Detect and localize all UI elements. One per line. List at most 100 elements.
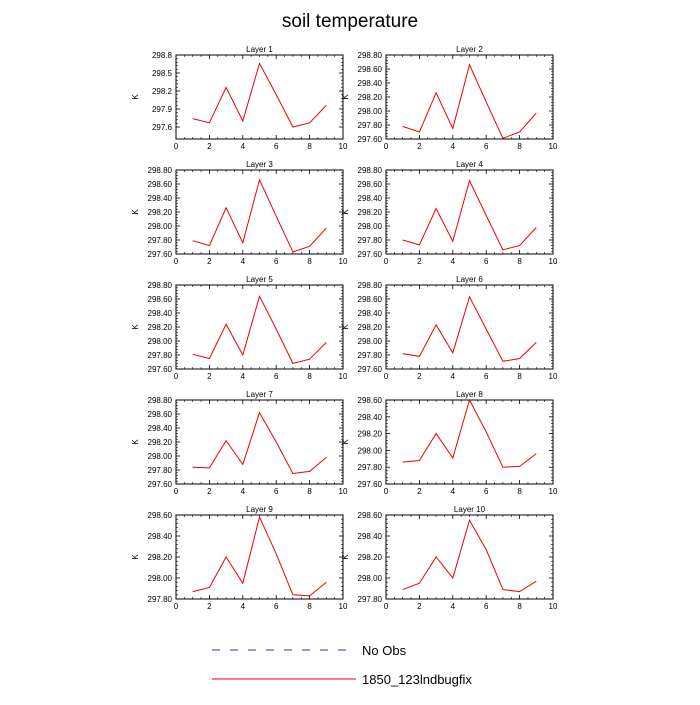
chart-panel-4: Layer 4 K 0 2 4 6 8 10 297.60 297.80 298.00 298.20 2… bbox=[341, 160, 558, 266]
series-line bbox=[192, 515, 327, 597]
y-tick-label: 298.60 bbox=[358, 180, 383, 189]
x-tick-label: 8 bbox=[517, 372, 522, 381]
y-tick-label: 298.60 bbox=[358, 295, 383, 304]
x-tick-label: 6 bbox=[274, 142, 279, 151]
panel-title: Layer 6 bbox=[456, 275, 483, 284]
y-tick-label: 297.60 bbox=[148, 250, 173, 259]
y-axis-label: K bbox=[131, 324, 140, 330]
legend-label: 1850_123lndbugfix bbox=[362, 672, 472, 687]
y-tick-label: 297.6 bbox=[152, 123, 173, 132]
x-tick-label: 8 bbox=[307, 372, 312, 381]
y-tick-label: 297.60 bbox=[358, 250, 383, 259]
y-tick-label: 298.80 bbox=[358, 281, 383, 290]
y-tick-label: 298.20 bbox=[148, 438, 173, 447]
y-axis-label: K bbox=[341, 209, 350, 215]
x-tick-label: 8 bbox=[307, 487, 312, 496]
y-tick-label: 298.20 bbox=[358, 208, 383, 217]
y-tick-label: 298.60 bbox=[148, 511, 173, 520]
x-tick-label: 4 bbox=[451, 257, 456, 266]
y-tick-label: 297.80 bbox=[358, 351, 383, 360]
chart-panel-7: Layer 7 K 0 2 4 6 8 10 297.60 297.80 298.00 298.20 2… bbox=[131, 390, 348, 496]
legend-item: No Obs bbox=[212, 643, 407, 658]
x-tick-label: 0 bbox=[384, 372, 389, 381]
y-tick-label: 298.80 bbox=[358, 166, 383, 175]
series-line bbox=[402, 179, 537, 251]
x-tick-label: 6 bbox=[484, 257, 489, 266]
y-tick-label: 297.80 bbox=[148, 351, 173, 360]
y-tick-label: 298.80 bbox=[148, 281, 173, 290]
x-tick-label: 6 bbox=[484, 487, 489, 496]
x-tick-label: 4 bbox=[241, 487, 246, 496]
series-line bbox=[402, 518, 537, 593]
y-tick-label: 298.20 bbox=[148, 553, 173, 562]
x-tick-label: 10 bbox=[339, 257, 348, 266]
y-tick-label: 298.80 bbox=[148, 166, 173, 175]
y-axis-label: K bbox=[341, 439, 350, 445]
x-tick-label: 8 bbox=[307, 257, 312, 266]
y-axis-label: K bbox=[341, 554, 350, 560]
chart-panel-8: Layer 8 K 0 2 4 6 8 10 297.60 297.80 298.00 298.20 2… bbox=[341, 390, 558, 496]
y-tick-label: 297.80 bbox=[358, 463, 383, 472]
x-tick-label: 6 bbox=[484, 142, 489, 151]
plot-frame bbox=[385, 54, 554, 140]
y-axis-label: K bbox=[131, 94, 140, 100]
x-tick-label: 10 bbox=[339, 487, 348, 496]
y-tick-label: 298.20 bbox=[358, 323, 383, 332]
plot-frame bbox=[175, 514, 344, 600]
y-tick-label: 298.2 bbox=[152, 87, 173, 96]
series-line bbox=[192, 62, 327, 128]
y-tick-label: 298.60 bbox=[358, 396, 383, 405]
series-line bbox=[402, 63, 537, 139]
y-tick-label: 298.8 bbox=[152, 51, 173, 60]
x-tick-label: 8 bbox=[517, 602, 522, 611]
y-tick-label: 298.20 bbox=[148, 323, 173, 332]
y-tick-label: 298.60 bbox=[358, 511, 383, 520]
plot-frame bbox=[385, 399, 554, 485]
y-tick-label: 297.60 bbox=[358, 135, 383, 144]
y-tick-label: 298.40 bbox=[148, 194, 173, 203]
x-tick-label: 4 bbox=[451, 487, 456, 496]
chart-panel-1: Layer 1 K 0 2 4 6 8 10 297.6 297.9 298.2 298.5 298.8 bbox=[131, 45, 348, 151]
panel-title: Layer 5 bbox=[246, 275, 273, 284]
y-tick-label: 298.00 bbox=[358, 337, 383, 346]
y-tick-label: 297.60 bbox=[148, 365, 173, 374]
y-tick-label: 298.20 bbox=[358, 553, 383, 562]
panel-title: Layer 3 bbox=[246, 160, 273, 169]
y-tick-label: 298.00 bbox=[358, 222, 383, 231]
x-tick-label: 6 bbox=[484, 372, 489, 381]
x-tick-label: 8 bbox=[307, 602, 312, 611]
y-tick-label: 298.20 bbox=[148, 208, 173, 217]
chart-panel-3: Layer 3 K 0 2 4 6 8 10 297.60 297.80 298.00 298.20 2… bbox=[131, 160, 348, 266]
y-tick-label: 298.40 bbox=[148, 424, 173, 433]
x-tick-label: 2 bbox=[207, 257, 212, 266]
x-tick-label: 4 bbox=[451, 142, 456, 151]
x-tick-label: 6 bbox=[274, 487, 279, 496]
x-tick-label: 10 bbox=[549, 257, 558, 266]
x-tick-label: 4 bbox=[241, 372, 246, 381]
x-tick-label: 0 bbox=[384, 487, 389, 496]
x-tick-label: 8 bbox=[517, 142, 522, 151]
panel-title: Layer 7 bbox=[246, 390, 273, 399]
series-line bbox=[192, 294, 327, 364]
x-tick-label: 6 bbox=[274, 602, 279, 611]
x-tick-label: 10 bbox=[549, 602, 558, 611]
y-axis-label: K bbox=[131, 554, 140, 560]
y-tick-label: 298.00 bbox=[148, 574, 173, 583]
x-tick-label: 0 bbox=[174, 142, 179, 151]
x-tick-label: 8 bbox=[517, 487, 522, 496]
series-line bbox=[402, 295, 537, 362]
series-line bbox=[192, 411, 327, 475]
chart-panel-6: Layer 6 K 0 2 4 6 8 10 297.60 297.80 298.00 298.20 2… bbox=[341, 275, 558, 381]
y-tick-label: 298.40 bbox=[358, 413, 383, 422]
x-tick-label: 10 bbox=[339, 372, 348, 381]
panel-title: Layer 9 bbox=[246, 505, 273, 514]
x-tick-label: 4 bbox=[241, 142, 246, 151]
chart-panel-10: Layer 10 K 0 2 4 6 8 10 297.80 298.00 298.20 298.40… bbox=[341, 505, 558, 611]
x-tick-label: 0 bbox=[174, 372, 179, 381]
y-axis-label: K bbox=[341, 94, 350, 100]
y-tick-label: 297.60 bbox=[148, 480, 173, 489]
series-line bbox=[192, 178, 327, 253]
y-tick-label: 298.60 bbox=[148, 180, 173, 189]
